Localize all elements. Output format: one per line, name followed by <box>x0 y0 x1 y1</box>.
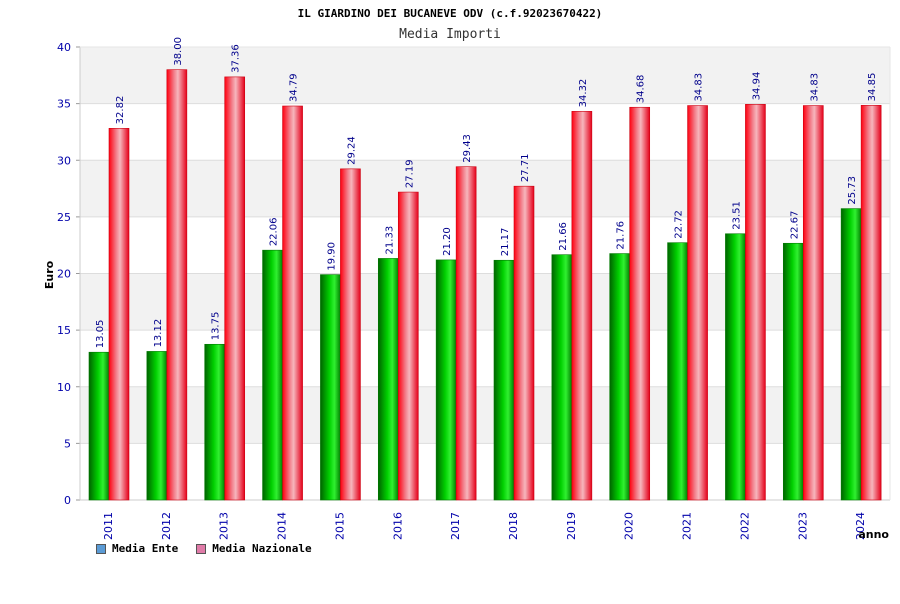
data-label: 29.43 <box>462 134 473 163</box>
y-tick-label: 0 <box>64 494 71 507</box>
data-label: 22.72 <box>674 210 685 239</box>
y-tick-label: 10 <box>57 381 71 394</box>
bar-media-ente-2024 <box>840 208 862 501</box>
x-tick-label: 2021 <box>681 512 694 540</box>
y-tick-label: 30 <box>57 154 71 167</box>
bar-media-nazionale-2013 <box>224 76 246 501</box>
bar-media-nazionale-2021 <box>687 105 708 501</box>
data-label: 13.12 <box>153 319 164 348</box>
bar-media-ente-2014 <box>262 249 283 501</box>
grid-band <box>80 386 890 444</box>
x-tick-label: 2015 <box>333 512 346 540</box>
data-label: 34.94 <box>751 72 762 101</box>
bar-media-nazionale-2019 <box>571 111 593 501</box>
chart-title: IL GIARDINO DEI BUCANEVE ODV (c.f.920236… <box>298 7 603 20</box>
legend-item-media-ente: Media Ente <box>96 542 178 555</box>
legend-item-media-nazionale: Media Nazionale <box>196 542 312 555</box>
grid-band <box>80 273 890 331</box>
bar-media-nazionale-2011 <box>108 128 130 501</box>
data-label: 37.36 <box>231 44 242 73</box>
y-tick-label: 40 <box>57 41 71 54</box>
x-tick-label: 2014 <box>276 512 289 540</box>
chart-subtitle: Media Importi <box>399 27 501 42</box>
x-tick-label: 2023 <box>796 512 809 540</box>
bar-media-ente-2016 <box>377 258 399 501</box>
x-tick-label: 2017 <box>449 512 462 540</box>
bar-media-nazionale-2015 <box>340 168 361 501</box>
x-tick-label: 2012 <box>160 512 173 540</box>
data-label: 34.79 <box>289 73 300 102</box>
legend-swatch-media-nazionale <box>196 543 207 554</box>
legend-label-media-nazionale: Media Nazionale <box>212 542 312 555</box>
bar-media-ente-2011 <box>88 351 110 501</box>
data-label: 21.66 <box>558 222 569 251</box>
data-label: 19.90 <box>326 242 337 271</box>
data-label: 22.06 <box>269 218 280 247</box>
data-label: 38.00 <box>173 37 184 66</box>
data-label: 34.32 <box>578 79 589 108</box>
bar-media-ente-2013 <box>204 343 226 501</box>
legend-label-media-ente: Media Ente <box>112 542 179 555</box>
bars: 13.05 32.82 13.12 38.00 13.75 37.36 22.06 34.79… <box>88 37 882 501</box>
y-axis-label: Euro <box>43 260 56 289</box>
data-label: 21.33 <box>384 226 395 255</box>
x-tick-label: 2024 <box>854 512 867 540</box>
grid-band <box>80 160 890 217</box>
y-tick-label: 5 <box>64 437 71 450</box>
x-tick-label: 2018 <box>507 512 520 540</box>
data-label: 21.76 <box>616 221 627 250</box>
bar-media-ente-2021 <box>667 242 688 501</box>
data-label: 21.17 <box>500 228 511 257</box>
data-label: 25.73 <box>847 176 858 205</box>
data-label: 34.83 <box>694 73 705 102</box>
x-tick-label: 2013 <box>218 512 231 540</box>
y-tick-label: 20 <box>57 268 71 281</box>
bar-media-ente-2018 <box>493 259 515 501</box>
bar-media-nazionale-2016 <box>397 191 419 501</box>
legend: Media Ente Media Nazionale <box>96 542 312 555</box>
bar-media-nazionale-2018 <box>513 185 535 501</box>
bar-media-ente-2022 <box>725 233 746 501</box>
bar-media-ente-2020 <box>609 253 631 501</box>
bar-media-ente-2012 <box>146 351 168 501</box>
data-label: 34.83 <box>809 73 820 102</box>
data-label: 34.85 <box>867 73 878 102</box>
data-label: 22.67 <box>789 211 800 240</box>
x-tick-label: 2022 <box>738 512 751 540</box>
x-tick-label: 2016 <box>391 512 404 540</box>
bar-media-nazionale-2020 <box>629 106 651 501</box>
data-label: 27.19 <box>404 159 415 188</box>
bar-media-ente-2015 <box>320 274 341 501</box>
x-axis: 2011 2012 2013 2014 2015 2016 2017 2018 2019 2020… <box>102 512 867 540</box>
data-label: 13.75 <box>211 312 222 341</box>
bar-media-ente-2023 <box>782 242 804 501</box>
x-tick-label: 2011 <box>102 512 115 540</box>
bar-media-ente-2017 <box>435 259 457 501</box>
y-tick-label: 35 <box>57 98 71 111</box>
x-tick-label: 2020 <box>623 512 636 540</box>
bar-media-nazionale-2024 <box>860 105 882 501</box>
data-label: 23.51 <box>731 201 742 230</box>
data-label: 27.71 <box>520 154 531 183</box>
bar-media-nazionale-2014 <box>282 105 303 501</box>
bar-media-nazionale-2022 <box>745 104 766 501</box>
x-tick-label: 2019 <box>565 512 578 540</box>
bar-media-ente-2019 <box>551 254 573 501</box>
data-label: 13.05 <box>95 320 106 349</box>
legend-swatch-media-ente <box>96 543 106 554</box>
grid-band <box>80 47 890 104</box>
y-tick-label: 15 <box>57 324 71 337</box>
data-label: 29.24 <box>346 136 357 165</box>
x-axis-label: anno <box>858 528 889 541</box>
data-label: 21.20 <box>442 227 453 256</box>
data-label: 34.68 <box>636 75 647 104</box>
data-label: 32.82 <box>115 96 126 125</box>
y-tick-label: 25 <box>57 211 71 224</box>
bar-media-nazionale-2017 <box>455 166 477 501</box>
bar-media-nazionale-2012 <box>166 69 188 501</box>
bar-media-nazionale-2023 <box>802 105 824 501</box>
